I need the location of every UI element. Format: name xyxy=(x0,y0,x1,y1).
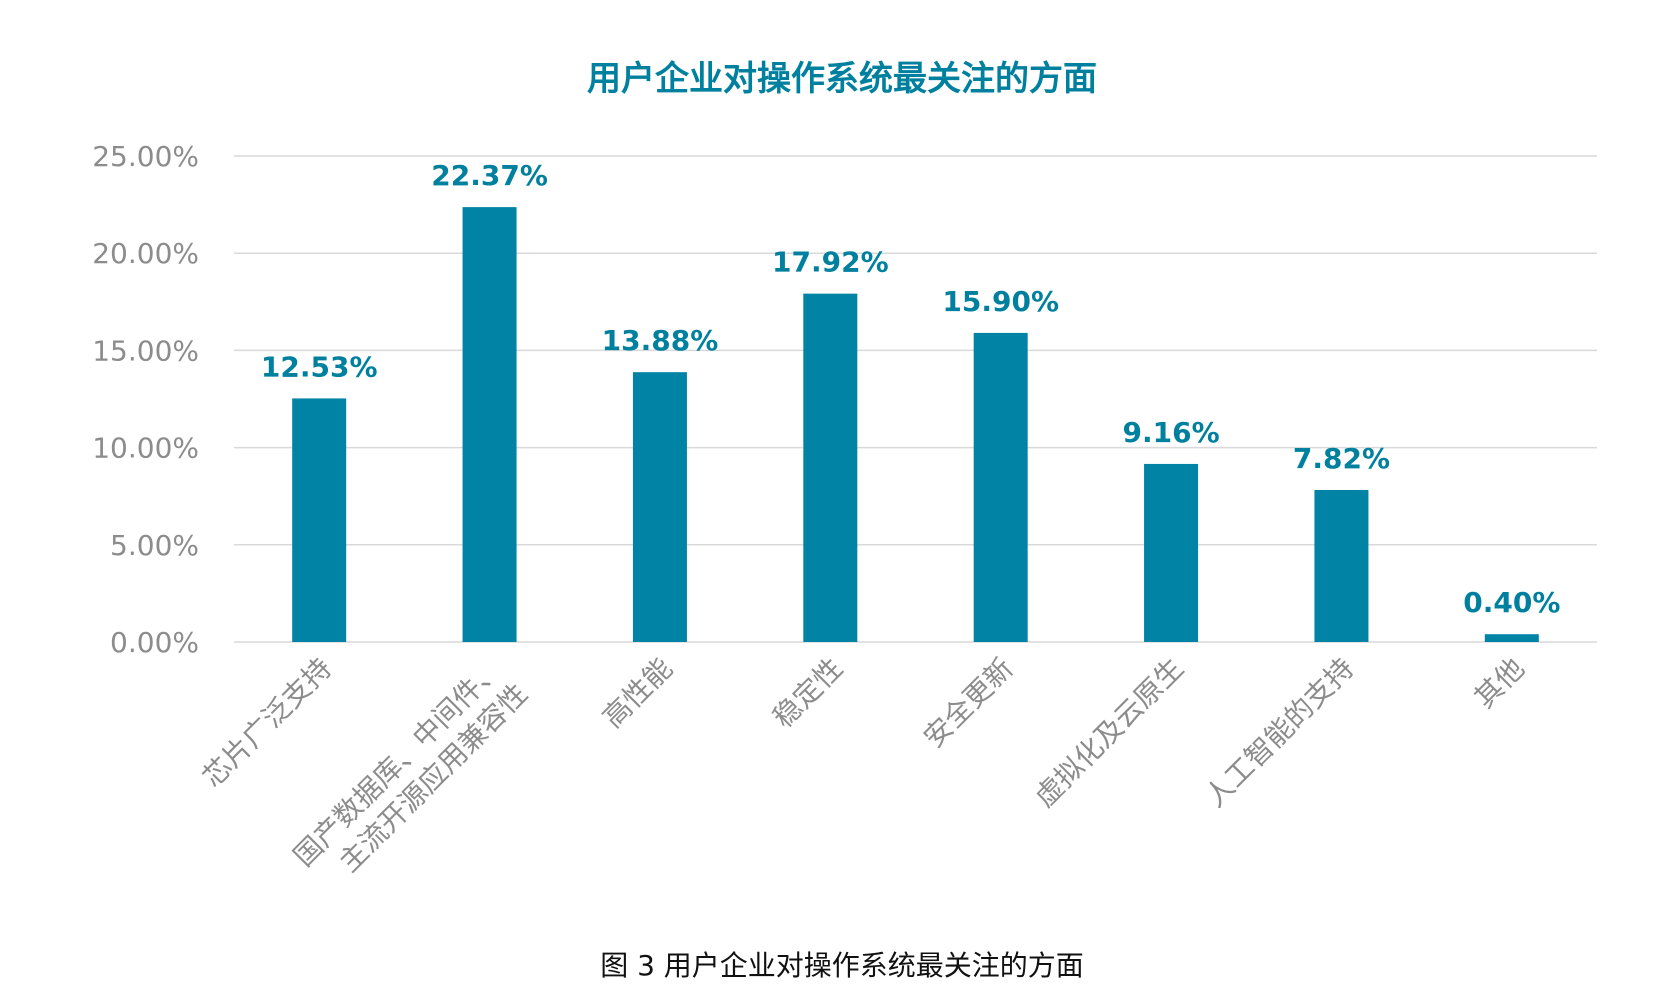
x-tick-label: 虚拟化及云原生 xyxy=(1028,652,1190,814)
bar xyxy=(462,207,517,642)
data-label: 13.88% xyxy=(602,324,719,357)
bar xyxy=(292,398,347,642)
data-label: 7.82% xyxy=(1293,442,1390,475)
data-label: 17.92% xyxy=(772,246,889,279)
data-label: 15.90% xyxy=(942,285,1059,318)
y-tick-label: 5.00% xyxy=(110,529,199,562)
y-tick-label: 0.00% xyxy=(110,626,199,659)
chart-title: 用户企业对操作系统最关注的方面 xyxy=(587,59,1097,99)
x-tick-label-line: 芯片广泛支持 xyxy=(196,652,338,794)
y-tick-label: 25.00% xyxy=(92,140,199,173)
x-tick-label: 芯片广泛支持 xyxy=(196,652,338,794)
x-tick-label-line: 安全更新 xyxy=(917,652,1020,755)
x-tick-label-line: 虚拟化及云原生 xyxy=(1028,652,1190,814)
x-tick-label: 安全更新 xyxy=(917,652,1020,755)
bar xyxy=(973,332,1028,642)
data-label: 12.53% xyxy=(261,350,378,383)
x-tick-label: 人工智能的支持 xyxy=(1198,652,1360,814)
x-tick-label: 其他 xyxy=(1468,652,1531,715)
x-tick-label: 稳定性 xyxy=(767,652,850,735)
x-tick-label-line: 稳定性 xyxy=(767,652,850,735)
data-label: 22.37% xyxy=(431,159,548,192)
data-label: 0.40% xyxy=(1463,586,1560,619)
bar xyxy=(1314,489,1369,642)
x-tick-label-line: 高性能 xyxy=(596,652,679,735)
bar xyxy=(1144,463,1199,642)
figure-caption: 图 3 用户企业对操作系统最关注的方面 xyxy=(600,949,1084,982)
y-tick-label: 15.00% xyxy=(92,334,199,367)
data-label: 9.16% xyxy=(1122,416,1219,449)
y-tick-label: 10.00% xyxy=(92,432,199,465)
bar xyxy=(632,372,687,642)
x-tick-label-line: 其他 xyxy=(1468,652,1531,715)
x-tick-label-line: 人工智能的支持 xyxy=(1198,652,1360,814)
bar xyxy=(1484,634,1539,642)
bar xyxy=(803,293,858,642)
y-tick-label: 20.00% xyxy=(92,237,199,270)
x-tick-label: 高性能 xyxy=(596,652,679,735)
